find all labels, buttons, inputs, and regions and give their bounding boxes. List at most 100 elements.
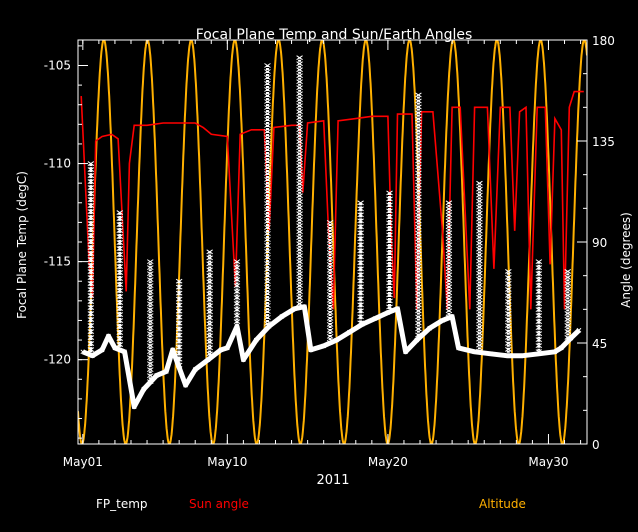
fp-temp-spike-marker <box>175 350 183 356</box>
fp-temp-point <box>99 347 105 353</box>
fp-temp-spike-marker <box>476 342 483 348</box>
fp-temp-spike-marker <box>206 297 213 303</box>
fp-temp-spike-marker <box>535 337 543 343</box>
fp-temp-point <box>218 347 224 353</box>
fp-temp-spike-marker <box>206 315 213 321</box>
fp-temp-spike-marker <box>476 270 483 276</box>
fp-temp-spike-marker <box>146 277 154 283</box>
fp-temp-spike-marker <box>386 190 393 196</box>
fp-temp-spike-marker <box>535 307 543 313</box>
fp-temp-spike-marker <box>264 207 271 212</box>
fp-temp-spike-marker <box>535 349 543 355</box>
fp-temp-spike-marker <box>87 269 95 274</box>
fp-temp-spike-marker <box>264 129 271 134</box>
fp-temp-spike-marker <box>116 324 124 329</box>
fp-temp-spike-marker <box>116 258 124 263</box>
fp-temp-spike-marker <box>233 319 241 325</box>
fp-temp-spike-marker <box>445 314 453 320</box>
fp-temp-spike-marker <box>116 288 124 293</box>
fp-temp-point <box>321 343 327 349</box>
fp-temp-spike-marker <box>296 187 303 193</box>
fp-temp-spike-marker <box>445 236 453 242</box>
fp-temp-spike-marker <box>415 122 422 128</box>
fp-temp-spike-marker <box>415 320 422 326</box>
fp-temp-spike-marker <box>415 308 422 314</box>
fp-temp-spike-marker <box>233 295 241 301</box>
fp-temp-spike-marker <box>87 287 95 292</box>
fp-temp-spike-marker <box>505 287 512 292</box>
fp-temp-spike-marker <box>206 261 213 267</box>
fp-temp-spike-marker <box>264 231 271 236</box>
fp-temp-spike-marker <box>264 93 271 98</box>
fp-temp-spike-marker <box>415 134 422 140</box>
fp-temp-spike-marker <box>87 197 95 202</box>
fp-temp-spike-marker <box>564 317 572 322</box>
fp-temp-spike-marker <box>264 237 271 242</box>
fp-temp-spike-marker <box>146 307 154 313</box>
fp-temp-spike-marker <box>175 338 183 344</box>
fp-temp-spike-marker <box>445 206 453 212</box>
fp-temp-spike-marker <box>476 180 483 186</box>
fp-temp-spike-marker <box>296 157 303 163</box>
fp-temp-spike-marker <box>476 258 483 264</box>
fp-temp-spike-marker <box>386 232 393 238</box>
fp-temp-spike-marker <box>175 362 183 368</box>
fp-temp-spike-marker <box>116 222 124 227</box>
fp-temp-spike-marker <box>264 297 271 302</box>
fp-temp-spike-marker <box>505 341 512 346</box>
fp-temp-spike-marker <box>386 196 393 202</box>
fp-temp-spike-marker <box>116 234 124 239</box>
fp-temp-spike-marker <box>296 109 303 115</box>
fp-temp-spike-marker <box>505 323 512 328</box>
fp-temp-spike-marker <box>476 222 483 228</box>
fp-temp-spike-marker <box>415 326 422 332</box>
fp-temp-spike-marker <box>296 217 303 223</box>
fp-temp-spike-marker <box>87 233 95 238</box>
fp-temp-spike-marker <box>296 253 303 259</box>
x-tick-label: May01 <box>63 455 103 469</box>
fp-temp-spike-marker <box>116 246 124 251</box>
fp-temp-point <box>141 386 147 392</box>
fp-temp-spike-marker <box>386 220 393 226</box>
fp-temp-spike-marker <box>116 342 124 347</box>
fp-temp-spike-marker <box>264 249 271 254</box>
fp-temp-spike-marker <box>415 290 422 296</box>
fp-temp-spike-marker <box>87 239 95 244</box>
fp-temp-spike-marker <box>233 259 241 265</box>
fp-temp-spike-marker <box>206 309 213 315</box>
fp-temp-spike-marker <box>415 170 422 176</box>
fp-temp-spike-marker <box>415 236 422 242</box>
fp-temp-spike-marker <box>175 314 183 320</box>
fp-temp-spike-marker <box>296 265 303 271</box>
fp-temp-spike-marker <box>175 320 183 326</box>
fp-temp-spike-marker <box>476 216 483 222</box>
fp-temp-spike-marker <box>264 135 271 140</box>
fp-temp-spike-marker <box>296 277 303 283</box>
fp-temp-spike-marker <box>264 225 271 230</box>
fp-temp-spike-marker <box>564 311 572 316</box>
fp-temp-spike-marker <box>476 198 483 204</box>
fp-temp-spike-marker <box>326 267 334 273</box>
fp-temp-spike-marker <box>146 361 154 367</box>
fp-temp-spike-marker <box>564 293 572 298</box>
y-right-tick-label: 135 <box>592 135 615 149</box>
legend-altitude: Altitude <box>479 497 526 511</box>
fp-temp-spike-marker <box>445 200 453 206</box>
fp-temp-spike-marker <box>326 279 334 285</box>
y-left-tick-label: -110 <box>44 157 71 171</box>
fp-temp-spike-marker <box>326 309 334 315</box>
fp-temp-spike-marker <box>296 247 303 253</box>
fp-temp-spike-marker <box>233 271 241 277</box>
fp-temp-spike-marker <box>476 228 483 234</box>
fp-temp-spike-marker <box>445 242 453 248</box>
fp-temp-spike-marker <box>296 85 303 91</box>
fp-temp-spike-marker <box>206 255 213 261</box>
fp-temp-spike-marker <box>535 325 543 331</box>
fp-temp-spike-marker <box>535 271 543 277</box>
y-left-tick-label: -115 <box>44 255 71 269</box>
fp-temp-spike-marker <box>326 273 334 279</box>
fp-temp-spike-marker <box>564 329 572 334</box>
fp-temp-spike-marker <box>357 200 364 206</box>
fp-temp-spike-marker <box>386 238 393 244</box>
fp-temp-spike-marker <box>296 169 303 175</box>
